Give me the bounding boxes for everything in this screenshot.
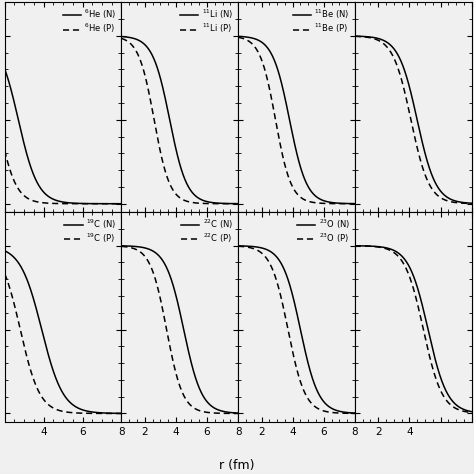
Legend: $^{23}$O (N), $^{23}$O (P): $^{23}$O (N), $^{23}$O (P) <box>296 216 351 246</box>
Legend: $^{6}$He (N), $^{6}$He (P): $^{6}$He (N), $^{6}$He (P) <box>62 7 117 36</box>
Legend: $^{19}$C (N), $^{19}$C (P): $^{19}$C (N), $^{19}$C (P) <box>64 216 117 246</box>
Legend: $^{22}$C (N), $^{22}$C (P): $^{22}$C (N), $^{22}$C (P) <box>180 216 234 246</box>
Legend: $^{11}$Be (N), $^{11}$Be (P): $^{11}$Be (N), $^{11}$Be (P) <box>292 7 351 36</box>
Text: r (fm): r (fm) <box>219 459 255 472</box>
Legend: $^{11}$Li (N), $^{11}$Li (P): $^{11}$Li (N), $^{11}$Li (P) <box>179 7 234 36</box>
